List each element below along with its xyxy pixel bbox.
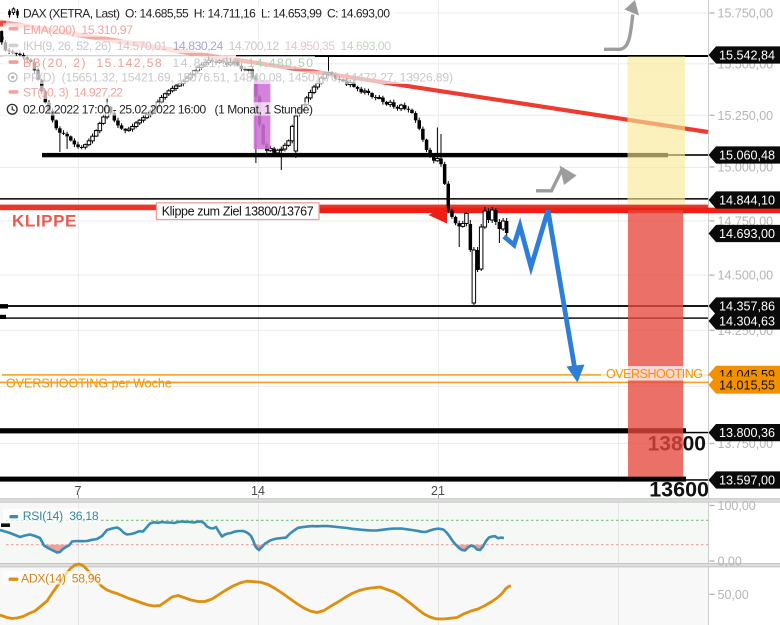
svg-text:15.000,00: 15.000,00 — [718, 161, 774, 175]
svg-text:ADX(14) 58,96: ADX(14) 58,96 — [21, 572, 101, 586]
svg-text:100,00: 100,00 — [718, 499, 756, 513]
svg-text:ST(10, 3) 14.927,22: ST(10, 3) 14.927,22 — [23, 85, 123, 99]
svg-text:DAX (XETRA, Last) O: 14.685,5: DAX (XETRA, Last) O: 14.685,55 H: 14.711… — [23, 6, 390, 20]
svg-text:14.500,00: 14.500,00 — [718, 269, 774, 283]
svg-text:7: 7 — [75, 484, 82, 498]
svg-text:13.597,00: 13.597,00 — [719, 474, 775, 488]
svg-text:21: 21 — [431, 484, 445, 498]
svg-text:PP(D) (15651.32, 15421.69, 15: PP(D) (15651.32, 15421.69, 15076.51, 148… — [23, 70, 453, 84]
svg-text:OVERSHOOTING: OVERSHOOTING — [606, 367, 703, 381]
svg-text:KLIPPE: KLIPPE — [12, 212, 77, 231]
svg-text:50,00: 50,00 — [718, 588, 749, 602]
svg-text:15.542,84: 15.542,84 — [719, 49, 775, 63]
svg-text:BB(20, 2) 15.142,58 14.811,5: BB(20, 2) 15.142,58 14.811,54 14.480,50 — [23, 56, 313, 70]
svg-text:RSI(14) 36,18: RSI(14) 36,18 — [23, 509, 99, 523]
svg-text:15.060,48: 15.060,48 — [719, 149, 775, 163]
svg-text:0,00: 0,00 — [718, 555, 742, 569]
svg-text:14.015,55: 14.015,55 — [719, 379, 775, 393]
svg-text:15.250,00: 15.250,00 — [718, 109, 774, 123]
svg-text:15.750,00: 15.750,00 — [718, 7, 774, 21]
svg-text:14.304,63: 14.304,63 — [719, 315, 775, 329]
svg-text:14.693,00: 14.693,00 — [719, 227, 775, 241]
svg-text:14.844,10: 14.844,10 — [719, 194, 775, 208]
svg-text:OVERSHOOTING per Woche: OVERSHOOTING per Woche — [6, 377, 172, 391]
svg-text:EMA(200) 15.310,97: EMA(200) 15.310,97 — [23, 23, 133, 37]
svg-text:13.800,36: 13.800,36 — [719, 426, 775, 440]
svg-text:14: 14 — [251, 484, 265, 498]
svg-text:IKH(9, 26, 52, 26) 14.570,01: IKH(9, 26, 52, 26) 14.570,01 14.830,24 1… — [23, 39, 391, 53]
svg-text:Klippe zum Ziel 13800/13767: Klippe zum Ziel 13800/13767 — [162, 204, 314, 218]
svg-text:14.357,86: 14.357,86 — [719, 300, 775, 314]
svg-text:02.02.2022 17:00 - 25.02.2022: 02.02.2022 17:00 - 25.02.2022 16:00 (1 M… — [23, 103, 313, 117]
